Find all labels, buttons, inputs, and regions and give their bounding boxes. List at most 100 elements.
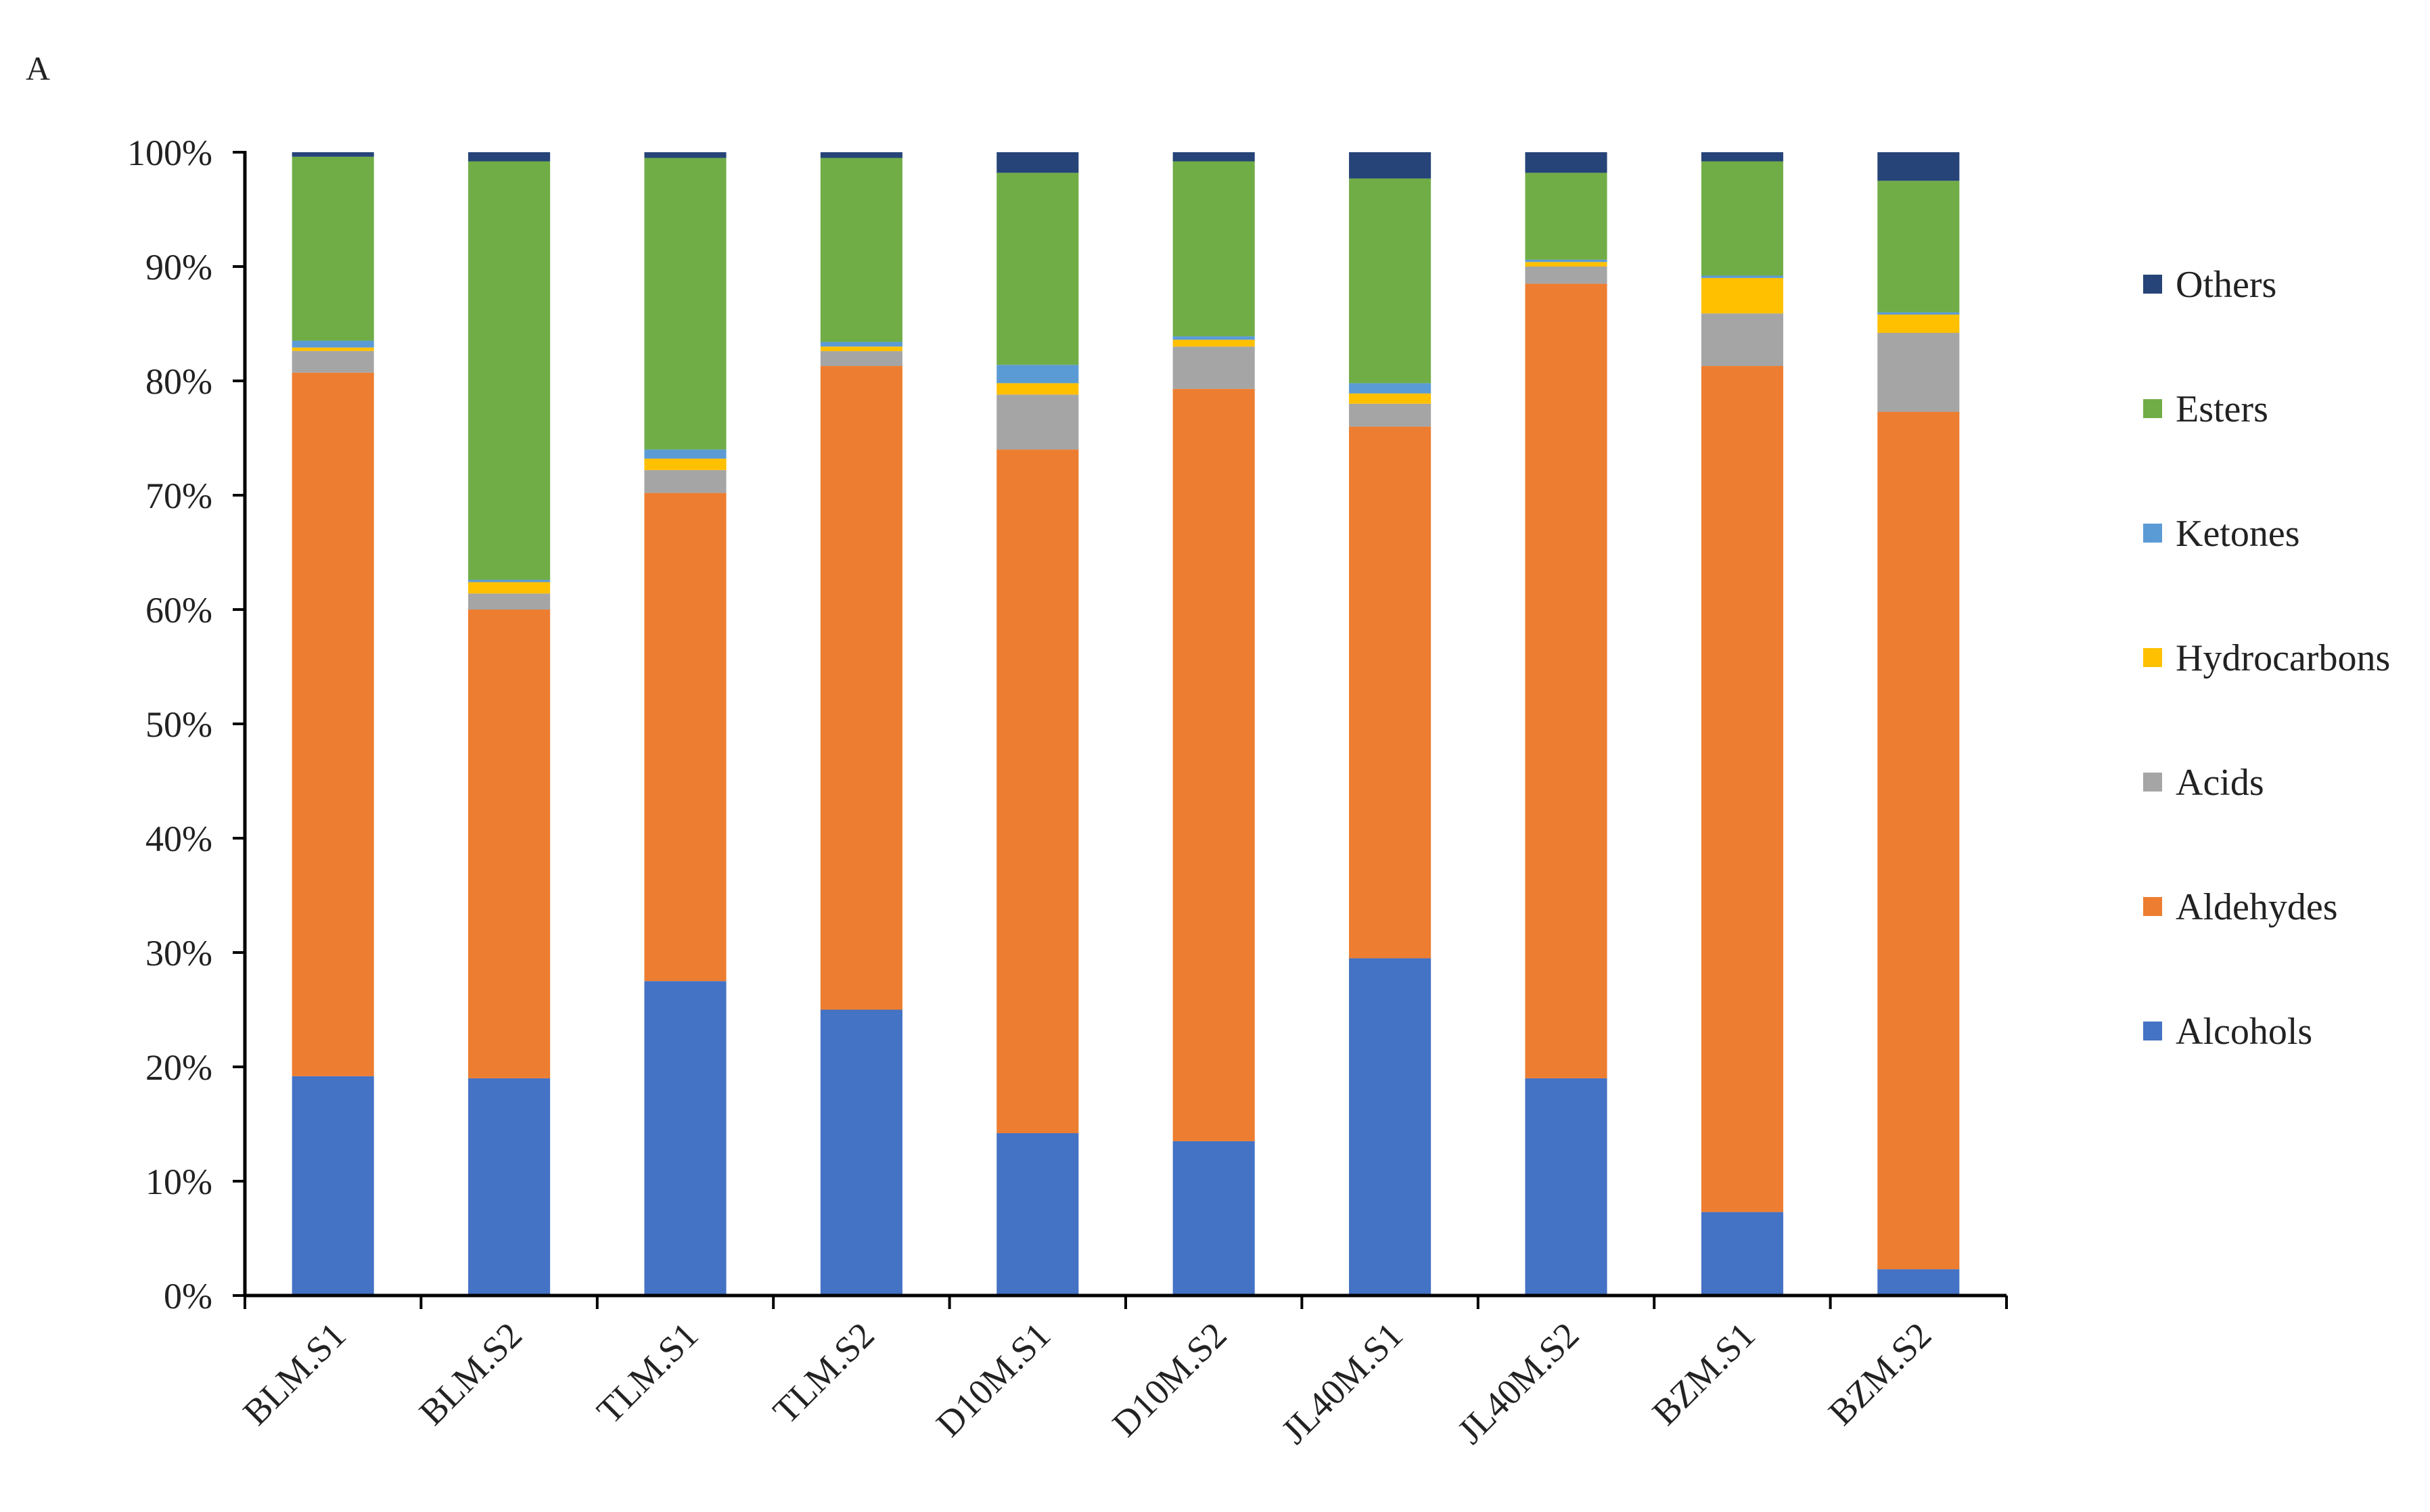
bar-segment-aldehydes-bzm-s1 (1701, 366, 1783, 1212)
bar-segment-esters-d10m-s2 (1172, 161, 1255, 337)
bar-segment-hydrocarbons-bzm-s2 (1877, 314, 1960, 334)
bar-segment-others-tlm-s1 (644, 152, 727, 158)
bar-segment-aldehydes-tlm-s2 (820, 366, 902, 1010)
x-tick-label: JL40M.S2 (1450, 1314, 1587, 1452)
bar-segment-acids-jl40m-s1 (1349, 403, 1431, 427)
bar-segment-alcohols-jl40m-s1 (1349, 958, 1431, 1296)
legend-label-esters: Esters (2176, 388, 2268, 430)
bar-segment-ketones-jl40m-s2 (1525, 259, 1607, 262)
bar-segment-others-jl40m-s2 (1525, 152, 1607, 173)
y-tick-label: 0% (164, 1276, 212, 1316)
bar-segment-esters-jl40m-s2 (1525, 173, 1607, 260)
bar-segment-aldehydes-d10m-s1 (996, 449, 1079, 1134)
y-tick-label: 100% (127, 133, 212, 173)
legend-swatch-esters (2143, 399, 2162, 418)
bar-segment-aldehydes-d10m-s2 (1172, 388, 1255, 1141)
bar-segment-hydrocarbons-jl40m-s2 (1525, 262, 1607, 267)
x-tick-label: JL40M.S1 (1273, 1314, 1411, 1452)
y-tick-label: 60% (145, 590, 212, 631)
y-tick-label: 90% (145, 247, 212, 288)
bar-segment-acids-tlm-s2 (820, 351, 902, 367)
bar-segment-esters-blm-s1 (292, 156, 374, 341)
bar-segment-aldehydes-jl40m-s1 (1349, 426, 1431, 959)
x-tick-label: TLM.S2 (765, 1314, 882, 1431)
bar-segment-hydrocarbons-tlm-s1 (644, 458, 727, 470)
bar-segment-hydrocarbons-d10m-s2 (1172, 340, 1255, 347)
legend-label-others: Others (2176, 264, 2276, 306)
bar-segment-hydrocarbons-tlm-s2 (820, 346, 902, 352)
bar-segment-esters-tlm-s1 (644, 158, 727, 450)
x-tick-label: TLM.S1 (589, 1314, 706, 1431)
bar-segment-aldehydes-tlm-s1 (644, 492, 727, 982)
bars-layer (292, 152, 1960, 1296)
bar-segment-ketones-blm-s2 (468, 580, 551, 582)
legend-swatch-alcohols (2143, 1022, 2162, 1040)
bar-segment-ketones-d10m-s1 (996, 365, 1079, 384)
bar-segment-ketones-tlm-s1 (644, 449, 727, 459)
y-tick-label: 40% (145, 819, 212, 859)
y-tick-label: 70% (145, 476, 212, 516)
bar-segment-alcohols-d10m-s2 (1172, 1141, 1255, 1296)
bar-segment-aldehydes-blm-s2 (468, 610, 551, 1078)
bar-segment-others-bzm-s1 (1701, 152, 1783, 162)
bar-segment-alcohols-bzm-s1 (1701, 1212, 1783, 1296)
bar-segment-others-d10m-s1 (996, 152, 1079, 173)
legend-swatch-hydrocarbons (2143, 648, 2162, 667)
legend-label-hydrocarbons: Hydrocarbons (2176, 637, 2390, 679)
bar-segment-others-blm-s1 (292, 152, 374, 157)
x-tick-label: BZM.S1 (1645, 1314, 1763, 1433)
bar-segment-acids-d10m-s2 (1172, 346, 1255, 389)
bar-segment-esters-bzm-s2 (1877, 181, 1960, 313)
bar-segment-esters-blm-s2 (468, 161, 551, 580)
bar-segment-ketones-blm-s1 (292, 340, 374, 348)
legend-label-acids: Acids (2176, 762, 2264, 804)
x-tick-label: BLM.S1 (235, 1314, 354, 1433)
bar-segment-others-bzm-s2 (1877, 152, 1960, 181)
bar-segment-alcohols-tlm-s1 (644, 981, 727, 1296)
bar-segment-alcohols-blm-s1 (292, 1076, 374, 1296)
bar-segment-alcohols-jl40m-s2 (1525, 1078, 1607, 1296)
legend-label-ketones: Ketones (2176, 513, 2300, 555)
x-tick-label: D10M.S1 (928, 1314, 1058, 1444)
y-tick-label: 50% (145, 704, 212, 745)
legend-label-alcohols: Alcohols (2176, 1011, 2312, 1053)
bar-segment-esters-tlm-s2 (820, 158, 902, 342)
y-tick-label: 30% (145, 933, 212, 973)
bar-segment-alcohols-bzm-s2 (1877, 1269, 1960, 1296)
bar-segment-esters-bzm-s1 (1701, 161, 1783, 276)
bar-segment-alcohols-tlm-s2 (820, 1009, 902, 1296)
x-tick-label: BLM.S2 (411, 1314, 530, 1433)
bar-segment-others-jl40m-s1 (1349, 152, 1431, 179)
panel-label: A (26, 49, 50, 87)
bar-segment-aldehydes-jl40m-s2 (1525, 283, 1607, 1078)
bar-segment-hydrocarbons-blm-s1 (292, 347, 374, 351)
bar-segment-others-tlm-s2 (820, 152, 902, 158)
x-tick-label: BZM.S2 (1820, 1314, 1939, 1433)
legend: Others Esters Ketones Hydrocarbons Acids Alde… (2143, 264, 2390, 1053)
bar-segment-hydrocarbons-bzm-s1 (1701, 277, 1783, 314)
bar-segment-hydrocarbons-blm-s2 (468, 582, 551, 594)
bar-segment-acids-d10m-s1 (996, 394, 1079, 450)
bar-segment-alcohols-blm-s2 (468, 1078, 551, 1296)
bar-segment-acids-bzm-s2 (1877, 333, 1960, 412)
bar-segment-ketones-bzm-s2 (1877, 312, 1960, 315)
bar-segment-aldehydes-blm-s1 (292, 372, 374, 1076)
bar-segment-others-d10m-s2 (1172, 152, 1255, 162)
legend-swatch-others (2143, 275, 2162, 294)
bar-segment-aldehydes-bzm-s2 (1877, 411, 1960, 1270)
bar-segment-hydrocarbons-d10m-s1 (996, 383, 1079, 395)
bar-segment-ketones-d10m-s2 (1172, 336, 1255, 340)
y-tick-label: 20% (145, 1047, 212, 1088)
y-tick-label: 10% (145, 1162, 212, 1202)
x-tick-label: D10M.S2 (1105, 1314, 1235, 1444)
bar-segment-acids-blm-s2 (468, 593, 551, 610)
bar-segment-esters-d10m-s1 (996, 173, 1079, 365)
bar-segment-acids-bzm-s1 (1701, 313, 1783, 367)
bar-segment-alcohols-d10m-s1 (996, 1133, 1079, 1296)
bar-segment-ketones-jl40m-s1 (1349, 383, 1431, 394)
bar-segment-ketones-tlm-s2 (820, 342, 902, 347)
legend-label-aldehydes: Aldehydes (2176, 886, 2338, 928)
bar-segment-acids-blm-s1 (292, 350, 374, 373)
